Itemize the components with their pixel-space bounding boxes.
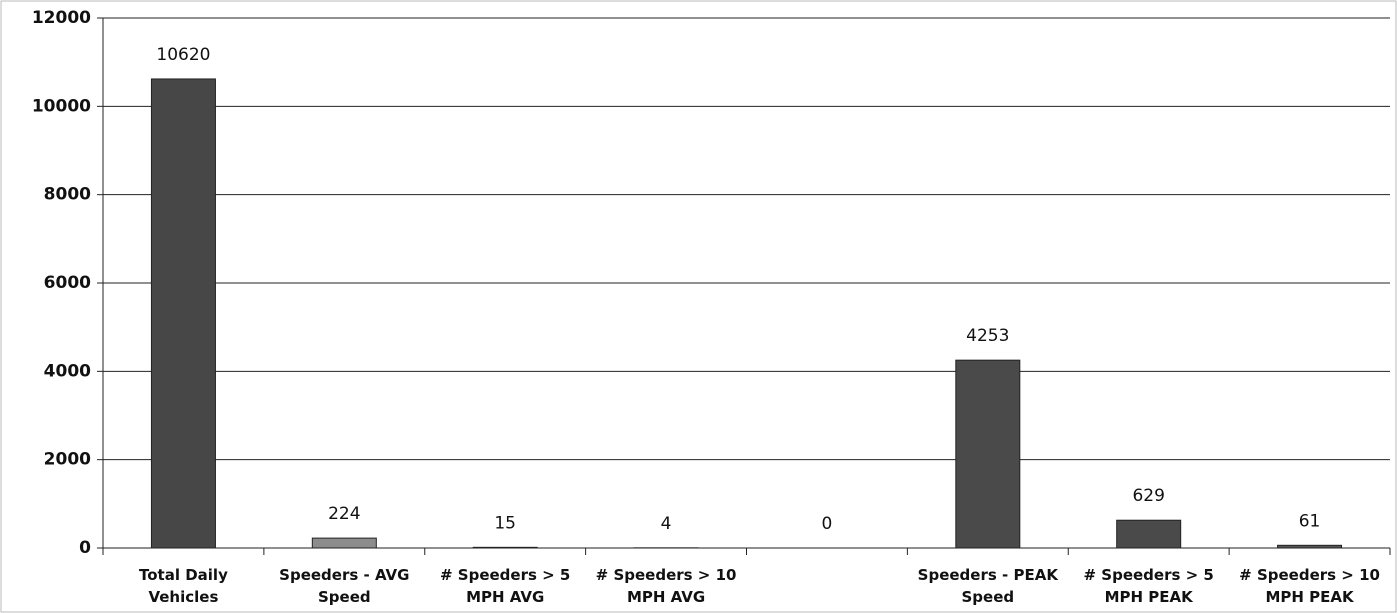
data-label: 4253 [966, 326, 1009, 346]
y-tick-label: 12000 [32, 8, 91, 28]
bar [955, 359, 1021, 549]
x-tick-label: # Speeders > 5 MPH PEAK [1083, 566, 1214, 606]
data-label: 4 [661, 514, 672, 534]
bar [1277, 544, 1343, 549]
data-label: 15 [494, 513, 516, 533]
bar [150, 78, 216, 549]
x-tick-label: # Speeders > 5 MPH AVG [440, 566, 571, 606]
data-label: 0 [822, 514, 833, 534]
y-tick-label: 2000 [44, 450, 91, 470]
data-label: 61 [1299, 511, 1321, 531]
bar [472, 546, 538, 549]
y-tick-label: 8000 [44, 185, 91, 205]
bar [1116, 519, 1182, 549]
y-tick-label: 4000 [44, 361, 91, 381]
x-tick-label: # Speeders > 10 MPH PEAK [1239, 566, 1380, 606]
x-tick-label: Speeders - PEAK Speed [917, 566, 1058, 606]
data-label: 224 [328, 504, 360, 524]
y-tick-label: 0 [79, 538, 91, 558]
data-label: 629 [1132, 486, 1164, 506]
x-tick-label: Speeders - AVG Speed [279, 566, 410, 606]
y-tick-label: 10000 [32, 96, 91, 116]
x-tick-label: # Speeders > 10 MPH AVG [595, 566, 737, 606]
x-tick-label: Total Daily Vehicles [139, 566, 228, 606]
data-label: 10620 [156, 45, 210, 65]
y-tick-label: 6000 [44, 273, 91, 293]
bar [311, 537, 377, 549]
